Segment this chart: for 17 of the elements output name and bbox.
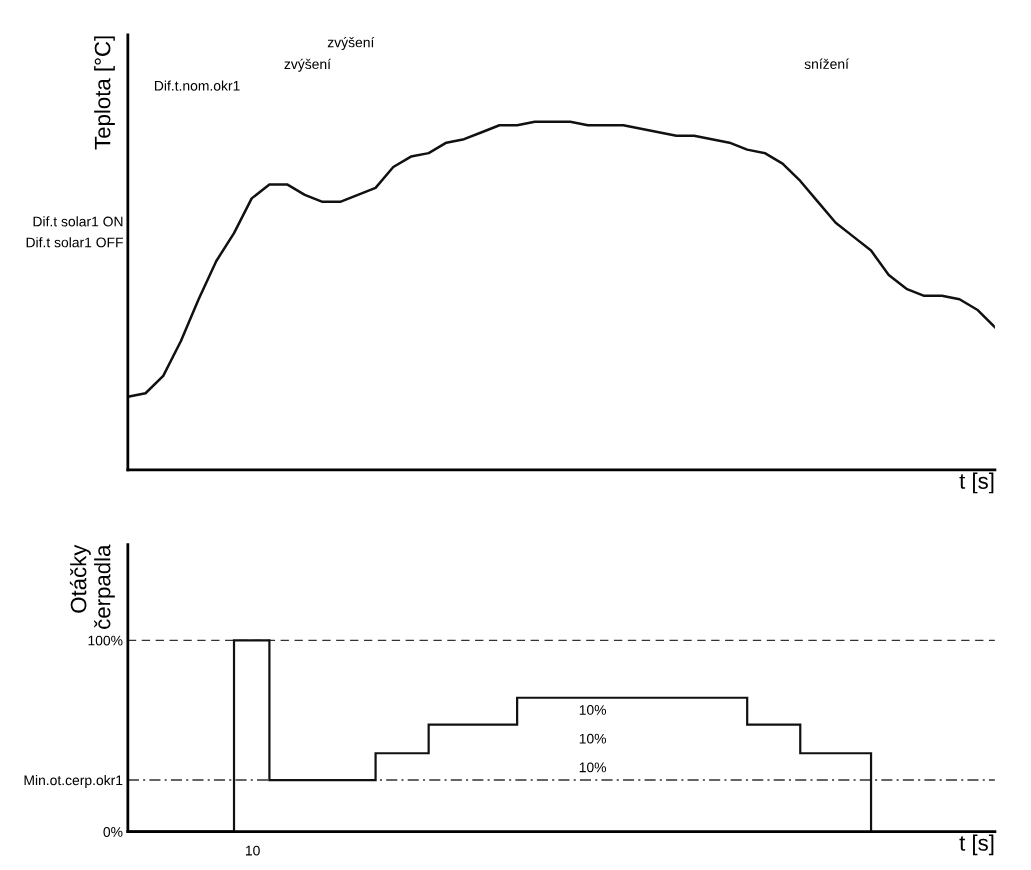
- annotation: 10%: [579, 733, 607, 744]
- y-axis-title: Otáčky čerpadla: [69, 544, 115, 629]
- y-tick-label: 0%: [103, 827, 123, 837]
- text: Dif.t solar1 ON: [33, 216, 123, 227]
- text: 10: [245, 845, 260, 856]
- text: Dif.t solar1 OFF: [26, 237, 123, 248]
- x-axis-title: t [s]: [959, 472, 994, 494]
- annotation: 10%: [579, 705, 607, 715]
- y-axis-title: Teplota [°C]: [94, 36, 115, 150]
- y-tick-label: 100%: [88, 635, 123, 646]
- text: Dif.t.nom.okr1: [155, 80, 240, 91]
- x-axis-title: t [s]: [959, 834, 994, 856]
- annotation: 10%: [579, 762, 607, 773]
- y-tick-label: Min.ot.cerp.okr1: [24, 775, 123, 788]
- text: snížení: [804, 58, 849, 69]
- text: zvýšení: [327, 36, 375, 51]
- text: zvýšení: [284, 58, 331, 72]
